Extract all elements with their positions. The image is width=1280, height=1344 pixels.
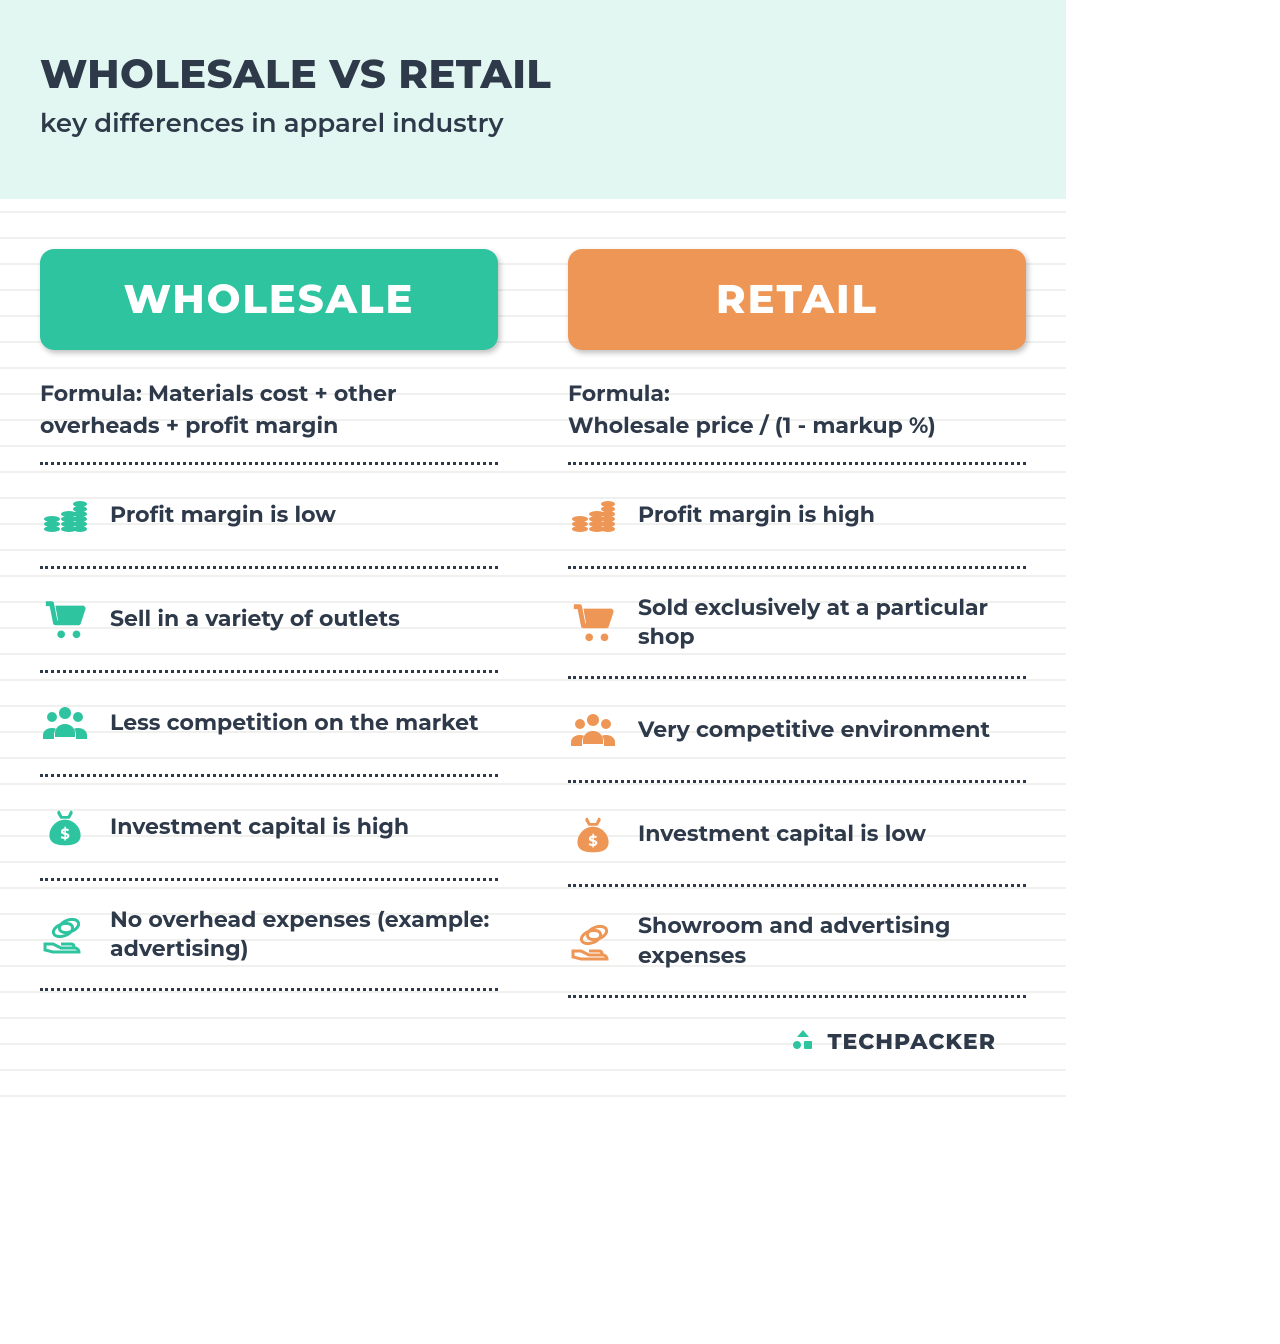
list-item-text: Profit margin is high (638, 500, 875, 530)
list-item: Showroom and advertising expenses (568, 887, 1026, 997)
wholesale-column: WHOLESALE Formula: Materials cost + othe… (40, 249, 498, 998)
list-item-text: Profit margin is low (110, 500, 336, 530)
list-item-text: Sold exclusively at a particular shop (638, 593, 1026, 652)
list-item-text: Showroom and advertising expenses (638, 911, 1026, 970)
body: WHOLESALE Formula: Materials cost + othe… (0, 199, 1066, 1116)
list-item-text: Very competitive environment (638, 715, 990, 745)
retail-pill: RETAIL (568, 249, 1026, 350)
page-subtitle: key differences in apparel industry (40, 107, 1026, 139)
svg-text:$: $ (588, 832, 597, 850)
infographic: WHOLESALE VS RETAIL key differences in a… (0, 0, 1066, 1116)
list-item-text: Investment capital is high (110, 812, 409, 842)
retail-formula: Formula: Wholesale price / (1 - markup %… (568, 378, 1026, 465)
cart-icon (568, 597, 618, 647)
hand-money-icon (40, 909, 90, 959)
retail-formula-label: Formula: (568, 380, 670, 407)
people-icon (40, 698, 90, 748)
moneybag-icon: $ (568, 809, 618, 859)
header: WHOLESALE VS RETAIL key differences in a… (0, 0, 1066, 199)
wholesale-formula: Formula: Materials cost + other overhead… (40, 378, 498, 465)
list-item-text: No overhead expenses (example: advertisi… (110, 905, 498, 964)
list-item: Profit margin is low (40, 465, 498, 569)
list-item: $ Investment capital is low (568, 783, 1026, 887)
footer: TECHPACKER (40, 998, 1026, 1086)
list-item: Profit margin is high (568, 465, 1026, 569)
retail-formula-value: Wholesale price / (1 - markup %) (568, 412, 936, 439)
list-item: Very competitive environment (568, 679, 1026, 783)
page-title: WHOLESALE VS RETAIL (40, 50, 1026, 99)
people-icon (568, 705, 618, 755)
list-item-text: Investment capital is low (638, 819, 926, 849)
brand-name: TECHPACKER (827, 1028, 996, 1055)
retail-column: RETAIL Formula: Wholesale price / (1 - m… (568, 249, 1026, 998)
list-item: Sold exclusively at a particular shop (568, 569, 1026, 679)
coins-icon (40, 490, 90, 540)
list-item: $ Investment capital is high (40, 777, 498, 881)
moneybag-icon: $ (40, 802, 90, 852)
hand-money-icon (568, 916, 618, 966)
list-item-text: Sell in a variety of outlets (110, 604, 400, 634)
cart-icon (40, 594, 90, 644)
list-item: Less competition on the market (40, 673, 498, 777)
logo-icon (789, 1028, 817, 1056)
list-item: Sell in a variety of outlets (40, 569, 498, 673)
list-item: No overhead expenses (example: advertisi… (40, 881, 498, 991)
columns: WHOLESALE Formula: Materials cost + othe… (40, 249, 1026, 998)
wholesale-pill: WHOLESALE (40, 249, 498, 350)
svg-text:$: $ (60, 825, 69, 843)
list-item-text: Less competition on the market (110, 708, 479, 738)
coins-icon (568, 490, 618, 540)
